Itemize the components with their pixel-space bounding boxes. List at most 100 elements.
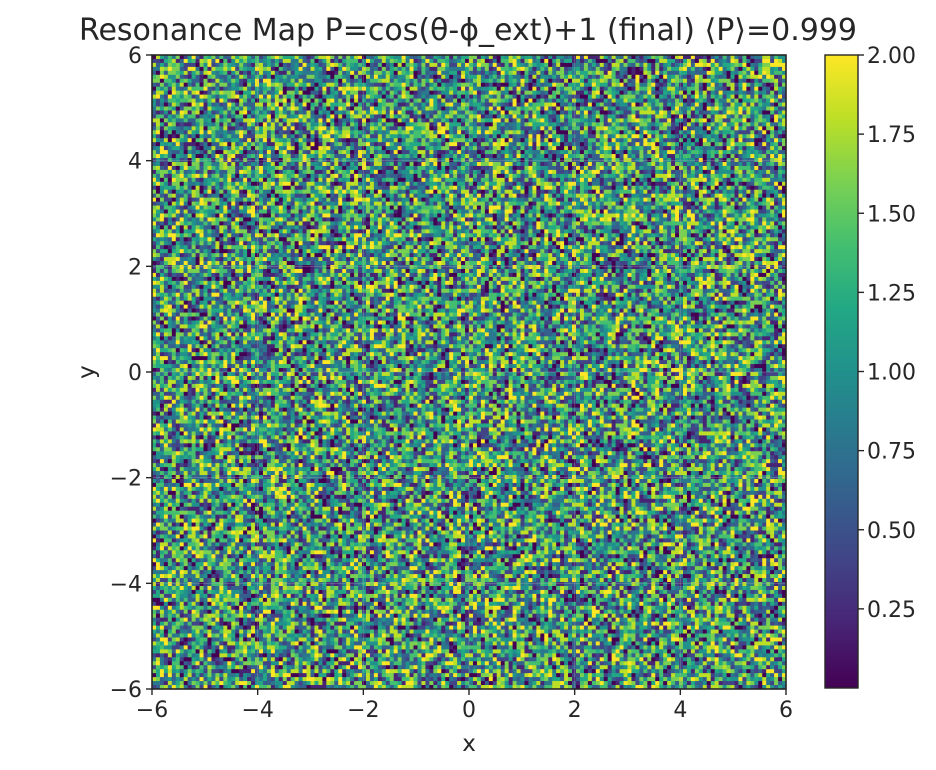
heatmap-cell <box>540 138 545 143</box>
heatmap-cell <box>294 110 299 115</box>
heatmap-cell <box>734 158 739 163</box>
heatmap-cell <box>243 114 248 119</box>
heatmap-cell <box>449 169 454 175</box>
heatmap-cell <box>191 122 196 127</box>
heatmap-cell <box>595 118 601 123</box>
heatmap-cell <box>342 66 347 72</box>
heatmap-cell <box>215 94 220 99</box>
heatmap-cell <box>619 86 624 91</box>
heatmap-cell <box>354 126 359 131</box>
heatmap-cell <box>556 138 561 143</box>
heatmap-cell <box>556 94 561 99</box>
heatmap-cell <box>290 86 295 91</box>
heatmap-cell <box>694 126 700 131</box>
heatmap-cell <box>619 169 624 175</box>
heatmap-cell <box>659 161 664 167</box>
heatmap-cell <box>159 154 165 159</box>
heatmap-cell <box>718 114 723 119</box>
heatmap-cell <box>663 94 668 99</box>
heatmap-cell <box>710 62 715 68</box>
heatmap-cell <box>694 74 700 80</box>
heatmap-cell <box>504 173 509 179</box>
heatmap-cell <box>710 98 715 103</box>
heatmap-cell <box>294 106 299 111</box>
heatmap-cell <box>686 55 692 60</box>
heatmap-cell <box>682 98 688 103</box>
heatmap-cell <box>421 173 426 179</box>
heatmap-cell <box>247 134 252 139</box>
heatmap-cell <box>310 126 315 131</box>
heatmap-cell <box>298 58 303 64</box>
heatmap-cell <box>437 106 442 111</box>
heatmap-cell <box>227 86 232 91</box>
heatmap-cell <box>461 106 466 111</box>
heatmap-cell <box>350 90 355 95</box>
heatmap-cell <box>302 118 307 123</box>
heatmap-cell <box>544 110 549 115</box>
heatmap-cell <box>615 161 620 167</box>
heatmap-cell <box>461 138 466 143</box>
heatmap-cell <box>326 98 331 103</box>
heatmap-cell <box>508 154 513 159</box>
heatmap-cell <box>472 161 478 167</box>
heatmap-cell <box>338 58 343 64</box>
heatmap-cell <box>540 62 545 68</box>
heatmap-cell <box>433 173 438 179</box>
heatmap-cell <box>548 169 553 175</box>
heatmap-cell <box>175 161 181 167</box>
heatmap-cell <box>702 94 708 99</box>
heatmap-cell <box>746 169 751 175</box>
heatmap-cell <box>718 154 723 159</box>
heatmap-cell <box>247 177 252 183</box>
heatmap-cell <box>504 82 509 87</box>
heatmap-cell <box>774 169 779 175</box>
heatmap-cell <box>318 55 323 60</box>
heatmap-cell <box>381 94 387 99</box>
heatmap-cell <box>488 118 494 123</box>
heatmap-cell <box>465 70 470 76</box>
heatmap-cell <box>734 90 739 95</box>
heatmap-cell <box>623 126 628 131</box>
heatmap-cell <box>354 78 359 84</box>
heatmap-cell <box>401 74 406 80</box>
heatmap-cell <box>560 138 565 143</box>
heatmap-cell <box>631 138 636 143</box>
heatmap-cell <box>282 94 288 99</box>
heatmap-cell <box>219 102 224 107</box>
heatmap-cell <box>611 110 616 115</box>
heatmap-cell <box>235 126 240 131</box>
heatmap-cell <box>635 86 640 91</box>
heatmap-cell <box>679 146 684 151</box>
heatmap-cell <box>159 126 165 131</box>
heatmap-cell <box>639 122 644 127</box>
heatmap-cell <box>679 114 684 119</box>
heatmap-cell <box>504 114 509 119</box>
heatmap-cell <box>738 62 743 68</box>
heatmap-cell <box>152 142 157 147</box>
heatmap-cell <box>583 138 589 143</box>
heatmap-cell <box>682 106 688 111</box>
heatmap-cell <box>227 122 232 127</box>
heatmap-cell <box>663 146 668 151</box>
heatmap-cell <box>425 154 430 159</box>
heatmap-cell <box>429 161 434 167</box>
heatmap-cell <box>750 150 755 155</box>
heatmap-cell <box>298 173 303 179</box>
heatmap-cell <box>365 62 371 68</box>
heatmap-cell <box>358 154 363 159</box>
heatmap-cell <box>302 126 307 131</box>
heatmap-cell <box>445 173 450 179</box>
heatmap-cell <box>187 134 192 139</box>
heatmap-cell <box>774 130 779 135</box>
heatmap-cell <box>572 165 577 171</box>
heatmap-cell <box>635 154 640 159</box>
heatmap-cell <box>552 66 557 72</box>
heatmap-cell <box>766 161 771 167</box>
heatmap-cell <box>655 78 660 84</box>
heatmap-cell <box>726 70 731 76</box>
heatmap-cell <box>453 98 458 103</box>
heatmap-cell <box>564 82 569 87</box>
heatmap-cell <box>227 70 232 76</box>
heatmap-cell <box>595 106 601 111</box>
heatmap-cell <box>239 106 244 111</box>
